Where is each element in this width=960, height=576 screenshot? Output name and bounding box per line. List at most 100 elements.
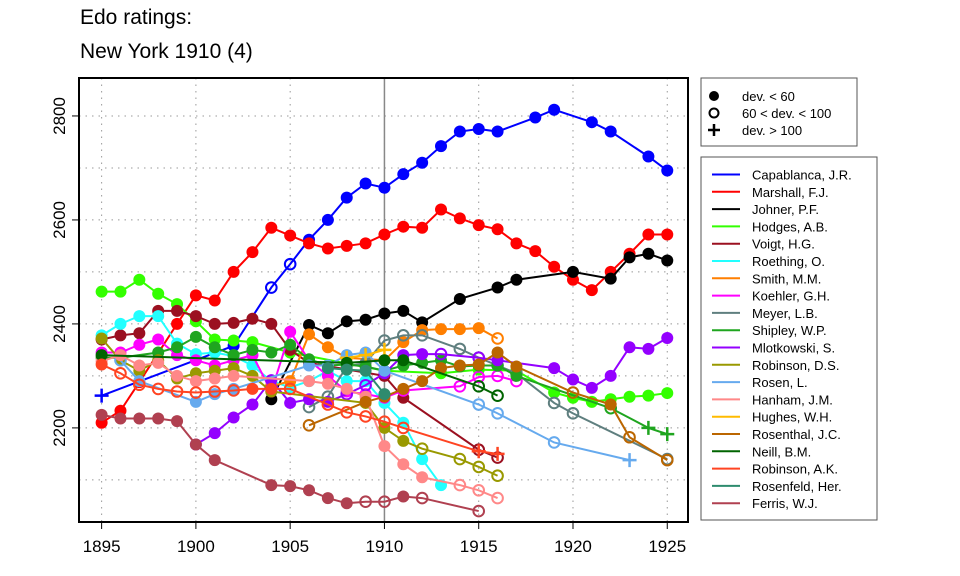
legend-label: Meyer, L.B.: [752, 306, 818, 321]
data-point-filled: [246, 369, 259, 382]
data-point-filled: [171, 304, 184, 317]
data-point-open: [133, 378, 146, 392]
data-point-filled: [171, 341, 184, 354]
data-point-filled: [397, 304, 410, 317]
data-point-filled: [472, 322, 485, 335]
data-point-filled: [416, 453, 429, 466]
legend-label: Rosen, L.: [752, 375, 808, 390]
data-point-open: [491, 469, 504, 483]
legend-label: Koehler, G.H.: [752, 289, 830, 304]
data-point-filled: [189, 310, 202, 323]
data-point-open: [170, 385, 184, 398]
data-point-filled: [623, 390, 636, 403]
data-point-filled: [208, 454, 221, 467]
data-point-filled: [303, 484, 316, 497]
data-point-filled: [321, 327, 334, 340]
data-point-filled: [510, 237, 523, 250]
data-point-open: [472, 370, 486, 384]
data-point-open: [283, 382, 297, 396]
data-point-filled: [95, 285, 108, 298]
data-point-filled: [378, 388, 391, 401]
data-point-filled: [491, 125, 504, 138]
data-point-open: [566, 407, 580, 420]
data-point-filled: [208, 294, 221, 307]
data-point-filled: [133, 338, 146, 351]
chart-title-line-2: New York 1910 (4): [80, 40, 253, 63]
filled-circle-icon: [709, 91, 719, 101]
data-point-filled: [208, 341, 221, 354]
data-point-filled: [642, 228, 655, 241]
data-point-filled: [453, 212, 466, 225]
series-mlotkowski-s-: [189, 331, 674, 451]
data-point-filled: [284, 480, 297, 493]
data-point-open: [302, 418, 316, 432]
data-point-filled: [152, 333, 165, 346]
data-point-filled: [284, 229, 297, 242]
data-point-open: [227, 384, 240, 397]
data-point-filled: [604, 125, 617, 138]
data-point-filled: [321, 362, 334, 375]
legend-label: Mlotkowski, S.: [752, 341, 835, 356]
data-point-filled: [246, 398, 259, 411]
data-point-filled: [171, 369, 184, 382]
series-rosenfeld-her-: [321, 362, 391, 401]
data-point-filled: [189, 330, 202, 343]
data-point-filled: [303, 328, 316, 341]
data-point-open: [623, 430, 636, 444]
data-point-filled: [435, 323, 448, 336]
data-point-filled: [321, 341, 334, 354]
data-point-filled: [397, 434, 410, 447]
data-point-plus: [471, 444, 486, 459]
legend-label: Hanham, J.M.: [752, 392, 833, 407]
data-point-filled: [340, 239, 353, 252]
data-point-filled: [152, 356, 165, 369]
legend-label: Ferris, W.J.: [752, 496, 818, 511]
data-point-filled: [284, 325, 297, 338]
data-point-filled: [510, 273, 523, 286]
data-point-open: [359, 495, 372, 509]
data-point-filled: [416, 156, 429, 169]
data-point-filled: [246, 382, 259, 395]
data-point-filled: [472, 219, 485, 232]
data-point-filled: [548, 362, 561, 375]
data-point-filled: [189, 354, 202, 367]
data-point-filled: [548, 103, 561, 116]
series-line: [101, 354, 499, 397]
data-point-open: [321, 398, 335, 411]
y-tick-label: 2800: [50, 97, 69, 135]
data-point-filled: [378, 440, 391, 453]
data-point-filled: [208, 372, 221, 385]
data-point-filled: [114, 285, 127, 298]
data-point-open: [472, 460, 486, 474]
data-point-filled: [661, 387, 674, 400]
data-point-plus: [358, 348, 373, 363]
series-legend-box: [700, 156, 878, 521]
data-point-filled: [416, 348, 429, 361]
data-point-filled: [189, 289, 202, 302]
data-point-filled: [397, 490, 410, 503]
data-point-open: [265, 281, 278, 294]
data-point-open: [434, 347, 448, 361]
data-point-open: [114, 367, 127, 380]
legend-label: Robinson, D.S.: [752, 358, 839, 373]
data-point-filled: [246, 312, 259, 325]
data-point-open: [453, 452, 467, 466]
data-point-open: [472, 380, 486, 393]
data-point-open: [283, 257, 297, 271]
data-point-filled: [435, 140, 448, 153]
data-point-filled: [265, 479, 278, 492]
data-point-plus: [622, 453, 637, 468]
data-point-filled: [378, 354, 391, 367]
data-point-filled: [604, 272, 617, 285]
data-point-filled: [303, 237, 316, 250]
data-point-filled: [227, 316, 240, 329]
data-point-open: [660, 453, 674, 467]
data-point-filled: [566, 265, 579, 278]
data-point-filled: [340, 363, 353, 376]
data-point-filled: [265, 346, 278, 359]
data-point-filled: [435, 362, 448, 375]
data-point-filled: [321, 242, 334, 255]
data-point-open: [189, 386, 203, 399]
data-point-filled: [340, 497, 353, 510]
data-point-filled: [208, 317, 221, 330]
